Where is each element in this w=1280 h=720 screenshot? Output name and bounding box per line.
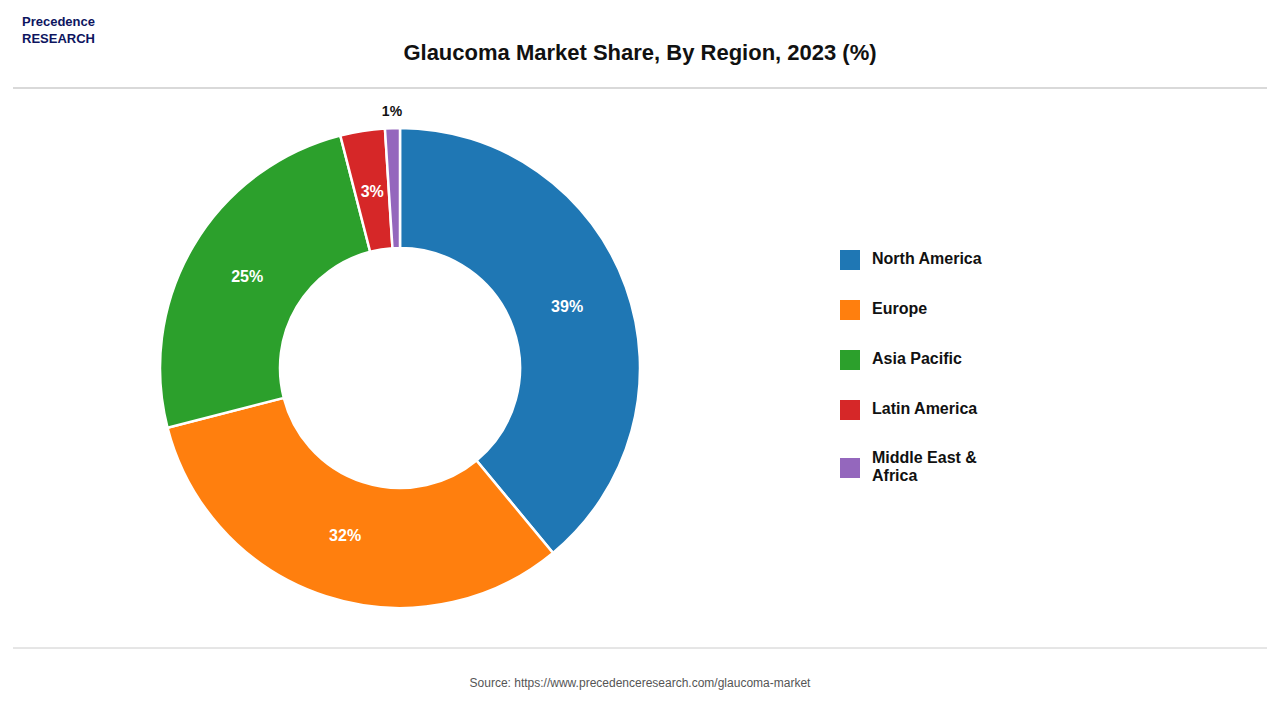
- data-labels: 39% 32% 25% 3% 1%: [231, 103, 583, 544]
- data-label: 39%: [551, 298, 583, 315]
- divider: [13, 648, 1267, 649]
- slice: [160, 136, 370, 428]
- legend-label: Asia Pacific: [872, 350, 962, 367]
- slice: [168, 398, 553, 608]
- legend-swatch: [840, 350, 860, 370]
- legend-label: Middle East &Africa: [872, 449, 977, 484]
- legend: North America Europe Asia Pacific Latin Ame…: [840, 250, 982, 484]
- legend-swatch: [840, 300, 860, 320]
- data-label: 32%: [329, 527, 361, 544]
- legend-swatch: [840, 458, 860, 478]
- data-label: 3%: [361, 183, 384, 200]
- slice: [385, 128, 400, 248]
- legend-label: Europe: [872, 300, 927, 317]
- pie: [160, 128, 640, 608]
- data-label: 25%: [231, 268, 263, 285]
- legend-label: North America: [872, 250, 982, 267]
- divider: [13, 87, 1267, 89]
- slice: [340, 128, 392, 251]
- title: Glaucoma Market Share, By Region, 2023 (…: [403, 40, 876, 65]
- legend-swatch: [840, 250, 860, 270]
- legend-swatch: [840, 400, 860, 420]
- logo-text: PrecedenceRESEARCH: [22, 14, 95, 46]
- chart: Glaucoma Market Share, By Region, 2023 (…: [0, 0, 1280, 720]
- data-label: 1%: [382, 103, 403, 119]
- legend-label: Latin America: [872, 400, 977, 417]
- source: Source: https://www.precedenceresearch.c…: [470, 676, 811, 690]
